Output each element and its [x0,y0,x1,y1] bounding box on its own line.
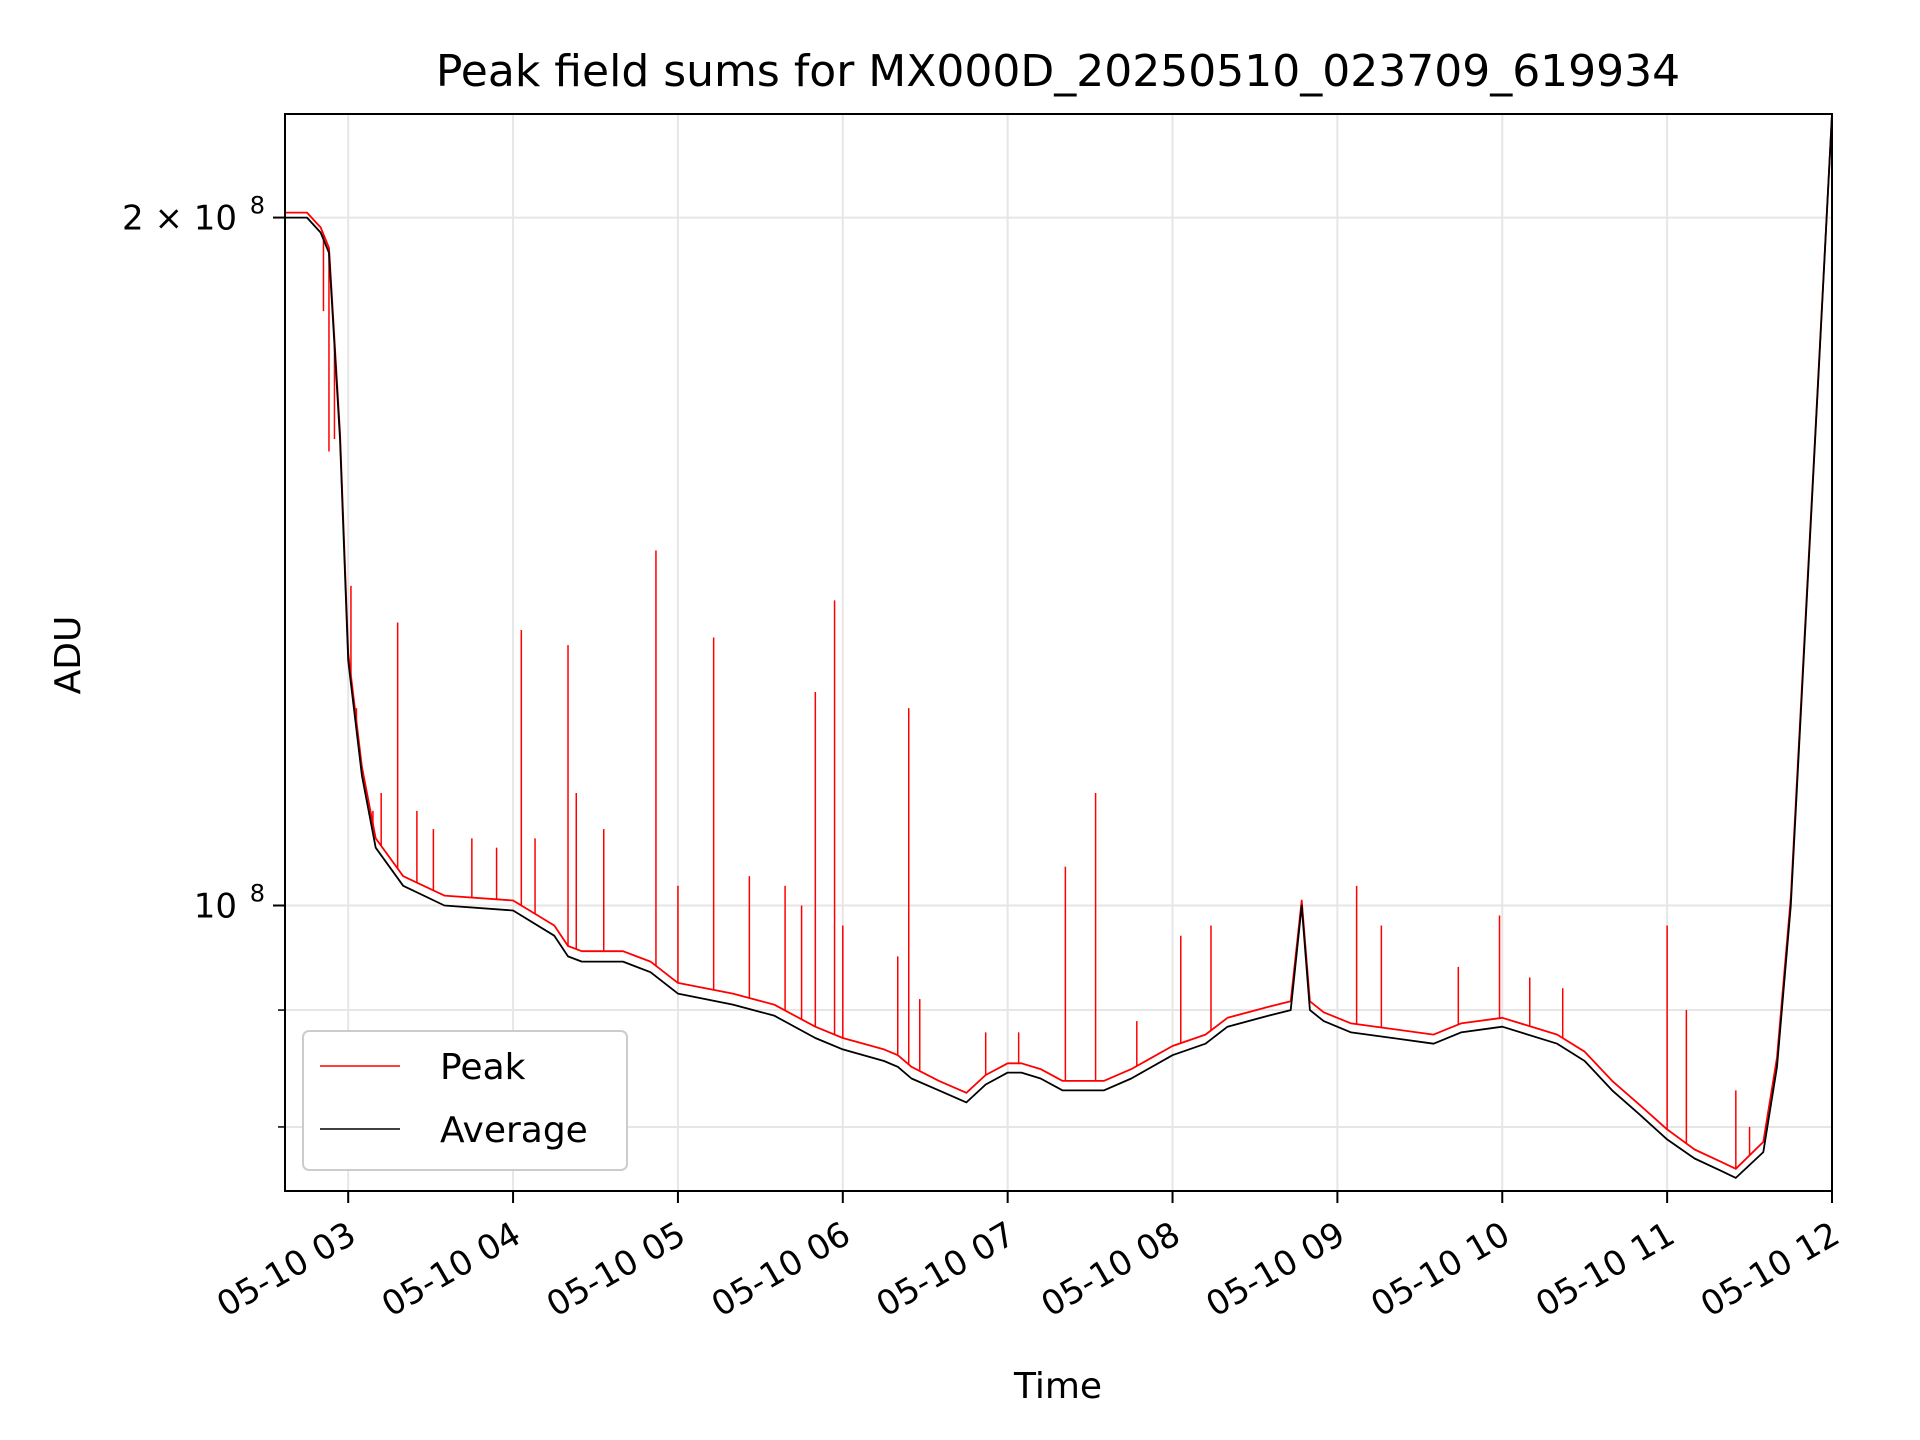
chart-title: Peak field sums for MX000D_20250510_0237… [436,46,1680,97]
y-tick-exponent: 8 [250,879,265,907]
plot-frame [284,113,1833,1192]
plot-area [285,114,1832,1179]
legend-label-peak: Peak [440,1047,526,1088]
legend: Peak Average [302,1030,628,1171]
series-line-average [285,114,1832,1179]
legend-label-average: Average [440,1110,588,1151]
series-line-peak [285,114,1832,1170]
y-axis-label: ADU [48,616,89,695]
y-tick-label: 2 × 10 [122,199,237,239]
grid [285,114,1833,1191]
y-tick-label: 10 [194,886,237,926]
x-axis-label: Time [1013,1366,1102,1407]
y-tick-exponent: 8 [250,192,265,220]
